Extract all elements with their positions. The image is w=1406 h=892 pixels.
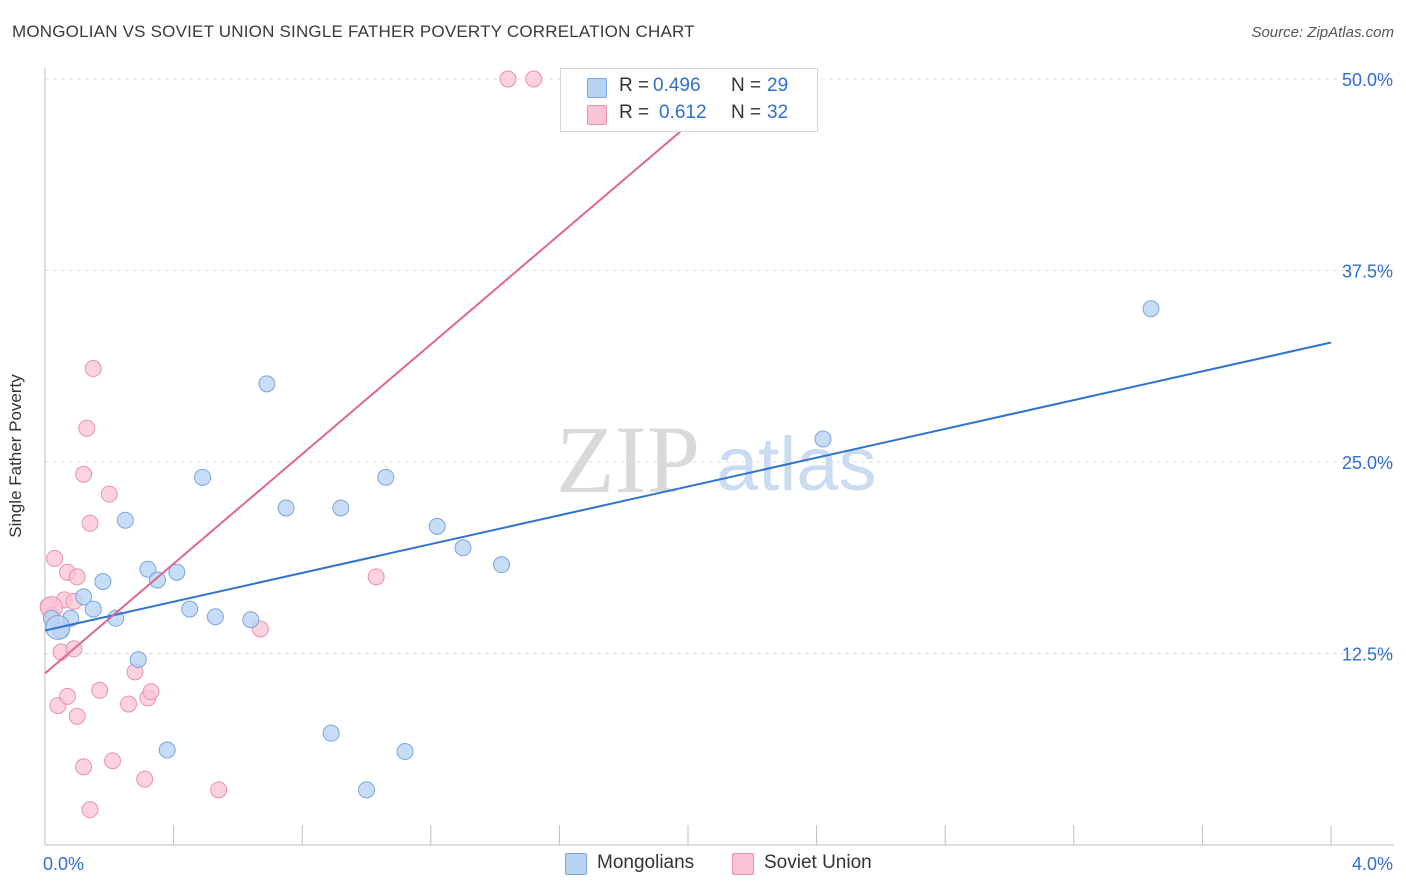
soviet-union-point <box>84 360 102 378</box>
mongolians-point <box>75 588 93 606</box>
soviet-union-point <box>59 687 77 705</box>
y-tick-label: 37.5% <box>1342 262 1393 282</box>
soviet-union-point <box>499 70 517 88</box>
mongolians-point <box>181 600 199 618</box>
mongolians-point <box>396 743 414 761</box>
soviet-union-point <box>81 801 99 819</box>
legend-label: Mongolians <box>597 852 695 873</box>
mongolians-point <box>258 375 276 393</box>
gridlines <box>45 78 1394 654</box>
soviet-union-point <box>75 465 93 483</box>
n-value: 29 <box>767 75 789 96</box>
soviet-union-point <box>68 568 86 586</box>
mongolians-point <box>1142 300 1160 318</box>
y-tick-label: 25.0% <box>1342 453 1393 473</box>
y-tick-label: 12.5% <box>1342 645 1393 665</box>
n-label: N = <box>731 102 762 123</box>
trend-lines <box>44 124 1332 675</box>
watermark-zip: ZIP <box>556 406 700 513</box>
y-tick-label: 50.0% <box>1342 70 1393 90</box>
mongolians-point <box>277 499 295 517</box>
mongolians-point <box>129 651 147 669</box>
soviet-union-point <box>100 485 118 503</box>
n-label: N = <box>731 75 762 96</box>
soviet-union-point <box>75 758 93 776</box>
mongolians-point <box>242 611 260 629</box>
soviet-union-point <box>78 419 96 437</box>
mongolians-point <box>322 724 340 742</box>
soviet-union-point <box>136 770 154 788</box>
y-axis-label: Single Father Poverty <box>6 374 25 538</box>
mongolians-point <box>206 608 224 626</box>
soviet-union-point <box>525 70 543 88</box>
mongolians-point <box>139 560 157 578</box>
mongolians-point <box>454 539 472 557</box>
soviet-union-point <box>91 681 109 699</box>
mongolians-point <box>358 781 375 799</box>
soviet-union-swatch <box>732 853 754 875</box>
tick-labels: 12.5% 25.0% 37.5% 50.0% 0.0% 4.0% <box>43 70 1393 874</box>
mongolians-swatch <box>587 78 607 98</box>
mongolians-point <box>116 511 134 529</box>
mongolians-point <box>332 499 350 517</box>
mongolians-point <box>814 430 832 448</box>
soviet-union-point <box>81 514 99 532</box>
soviet-union-trend-line <box>44 124 689 675</box>
r-label: R = <box>619 75 650 96</box>
x-tick-label: 0.0% <box>43 854 84 874</box>
soviet-union-point <box>210 781 228 799</box>
x-tick-label: 4.0% <box>1352 854 1393 874</box>
soviet-union-point <box>104 752 122 770</box>
soviet-union-point <box>367 568 385 586</box>
mongolians-point <box>149 571 167 589</box>
watermark: ZIP atlas <box>556 406 877 513</box>
mongolians-point <box>94 572 112 590</box>
soviet-union-points <box>39 70 543 819</box>
mongolians-point <box>493 556 511 574</box>
source-note: Source: ZipAtlas.com <box>1251 24 1394 41</box>
mongolians-point <box>168 563 186 581</box>
r-value: 0.496 <box>653 75 701 96</box>
mongolians-point <box>158 741 176 759</box>
correlation-legend: R = 0.496 N = 29 R = 0.612 N = 32 <box>560 68 818 132</box>
watermark-atlas: atlas <box>716 422 877 507</box>
mongolians-point <box>194 468 212 486</box>
mongolians-swatch <box>565 853 587 875</box>
axes <box>44 68 1394 846</box>
soviet-union-point <box>68 707 86 725</box>
soviet-union-swatch <box>587 105 607 125</box>
chart-title: MONGOLIAN VS SOVIET UNION SINGLE FATHER … <box>12 22 695 41</box>
soviet-union-point <box>46 550 64 568</box>
mongolians-points <box>42 300 1160 799</box>
mongolians-point <box>377 468 395 486</box>
r-value: 0.612 <box>659 102 707 123</box>
n-value: 32 <box>767 102 789 123</box>
r-label: R = <box>619 102 650 123</box>
mongolians-point <box>84 600 102 618</box>
soviet-union-point <box>142 683 160 701</box>
soviet-union-point <box>120 695 138 713</box>
mongolians-trend-line <box>44 341 1332 632</box>
legend-label: Soviet Union <box>764 852 872 873</box>
mongolians-point <box>428 517 446 535</box>
